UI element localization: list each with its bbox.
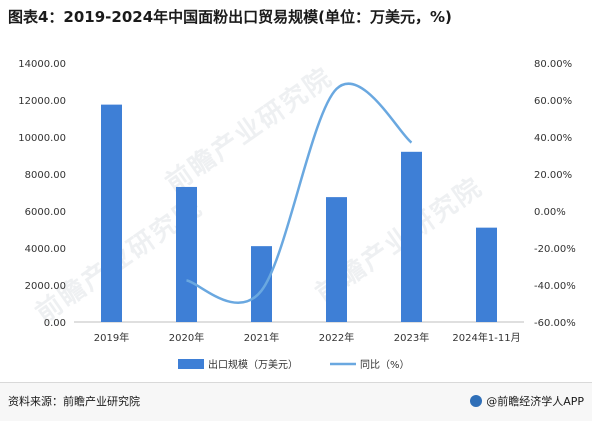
bar [401, 151, 422, 322]
y-right-tick-label: -40.00% [534, 281, 576, 292]
x-tick-label: 2019年 [94, 331, 129, 344]
y-right-tick-label: 40.00% [534, 133, 572, 144]
y-right-tick-label: 80.00% [534, 59, 572, 70]
brand-label: @前瞻经济学人APP [470, 393, 584, 409]
legend-swatch-bar [178, 359, 204, 369]
series-line [186, 82, 413, 305]
x-tick-label: 2022年 [319, 331, 354, 344]
brand-logo-icon [470, 395, 483, 407]
y-right-tick-label: -60.00% [534, 318, 576, 329]
y-left-tick-label: 2000.00 [25, 281, 66, 292]
bar [251, 246, 272, 322]
y-left-tick-label: 10000.00 [18, 133, 66, 144]
x-tick-label: 2020年 [169, 331, 204, 344]
y-right-tick-label: 60.00% [534, 96, 572, 107]
chart-canvas: 0.00 2000.00 4000.00 6000.00 8000.00 10000.00… [18, 59, 576, 371]
source-note: 资料来源：前瞻产业研究院 [8, 395, 140, 408]
brand-text: @前瞻经济学人APP [486, 395, 584, 408]
y-left-tick-label: 6000.00 [25, 207, 66, 218]
bar [101, 104, 122, 322]
footer: 资料来源：前瞻产业研究院 @前瞻经济学人APP [0, 382, 592, 421]
y-left-tick-label: 8000.00 [25, 170, 66, 181]
y-right-tick-label: -20.00% [534, 244, 576, 255]
legend-label: 同比（%） [360, 359, 410, 371]
bar [176, 186, 197, 322]
legend-label: 出口规模（万美元） [208, 358, 298, 371]
x-tick-label: 2021年 [244, 331, 279, 344]
y-right-tick-label: 20.00% [534, 170, 572, 181]
y-left-tick-label: 0.00 [44, 318, 66, 329]
y-left-tick-label: 12000.00 [18, 96, 66, 107]
chart-title: 图表4：2019-2024年中国面粉出口贸易规模(单位：万美元，%) [8, 8, 452, 26]
bar [476, 227, 497, 322]
y-right-tick-label: 0.00% [534, 207, 566, 218]
x-tick-label: 2023年 [394, 331, 429, 344]
y-left-tick-label: 14000.00 [18, 59, 66, 70]
bar [326, 197, 347, 322]
y-left-tick-label: 4000.00 [25, 244, 66, 255]
x-tick-label: 2024年1-11月 [452, 331, 520, 344]
